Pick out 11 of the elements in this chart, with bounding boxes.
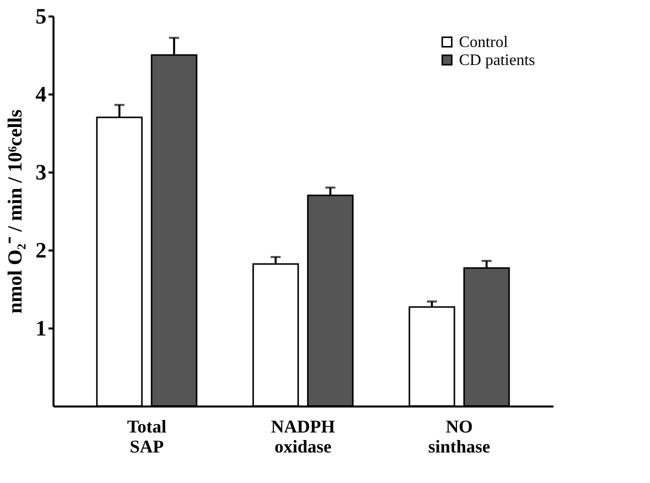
y-tick-label: 4: [36, 82, 46, 106]
legend-label: Control: [459, 34, 508, 51]
y-tick-label: 3: [36, 160, 46, 184]
y-tick-label: 1: [36, 316, 46, 340]
y-tick-label: 5: [36, 4, 46, 28]
x-tick-label: NADPH oxidase: [271, 416, 335, 456]
y-tick-label: 2: [36, 238, 46, 262]
legend-label: CD patients: [459, 52, 535, 69]
x-tick-label: NO sinthase: [428, 416, 490, 456]
y-axis-title: nmol O₂⁻ / min / 10⁶cells: [4, 109, 26, 314]
x-tick-label: Total SAP: [127, 416, 166, 456]
